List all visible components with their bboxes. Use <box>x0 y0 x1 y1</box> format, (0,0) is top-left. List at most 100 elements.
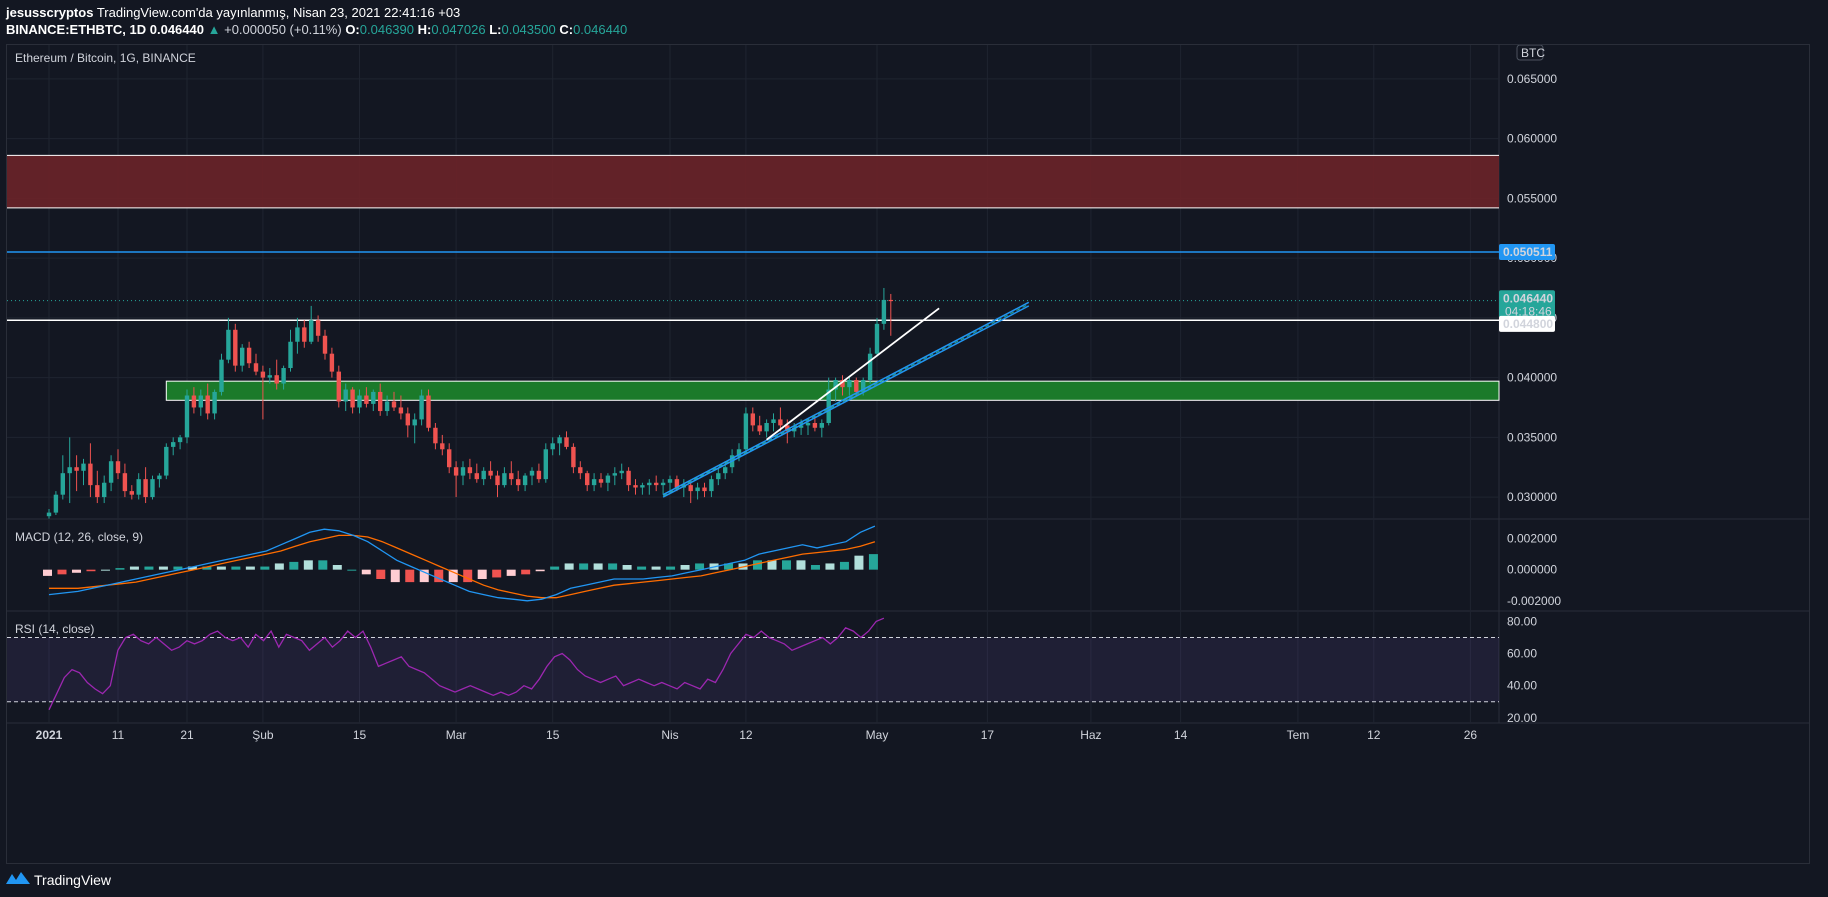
support-zone <box>165 380 1500 401</box>
candle-body <box>640 485 645 488</box>
author-name[interactable]: jesusscryptos <box>6 5 94 20</box>
candle-body <box>191 395 197 408</box>
rsi-tick-label: 40.00 <box>1507 679 1537 693</box>
footer: TradingView <box>0 864 1828 897</box>
macd-histogram-bar <box>579 563 589 570</box>
tradingview-logo-icon[interactable] <box>6 870 30 888</box>
macd-histogram-bar <box>245 566 255 570</box>
macd-histogram-bar <box>637 566 647 570</box>
candle-body <box>702 487 707 492</box>
candle-body <box>88 463 93 486</box>
tradingview-brand[interactable]: TradingView <box>34 872 112 888</box>
candle-body <box>605 475 611 483</box>
candle-body <box>115 461 121 474</box>
macd-histogram-bar <box>550 566 560 570</box>
candle-body <box>557 437 562 444</box>
chart-canvas[interactable]: 0.0650000.0600000.0550000.0500000.045000… <box>7 45 1809 863</box>
macd-histogram-bar <box>158 566 168 570</box>
candle-body <box>874 323 880 354</box>
candle-body <box>819 422 824 428</box>
x-tick-label: May <box>866 728 889 742</box>
trend-drawings[interactable] <box>662 301 1030 498</box>
low-value: 0.043500 <box>501 22 556 37</box>
currency-badge-label: BTC <box>1521 46 1545 60</box>
close-value: 0.046440 <box>573 22 628 37</box>
candle-body <box>226 329 231 360</box>
x-tick-label: Şub <box>252 728 274 742</box>
high-value: 0.047026 <box>431 22 486 37</box>
candle-body <box>550 443 555 450</box>
candle-body <box>95 485 100 498</box>
x-tick-label: 15 <box>353 728 367 742</box>
candle-body <box>854 379 859 392</box>
candle-body <box>329 353 335 372</box>
level-price-label: 0.050511 <box>1503 245 1553 259</box>
candle-body <box>60 473 65 495</box>
candle-body <box>798 425 804 428</box>
macd-histogram-bar <box>521 569 531 575</box>
candle-body <box>833 379 838 390</box>
macd-histogram-bar <box>71 569 81 573</box>
candle-body <box>826 389 831 423</box>
candle-body <box>598 479 604 483</box>
candle-body <box>150 479 155 498</box>
macd-histogram-bar <box>695 563 705 570</box>
macd-histogram-bar <box>593 563 603 570</box>
countdown-label: 04:18:46 <box>1505 305 1552 319</box>
macd-histogram-bar <box>405 569 415 583</box>
macd-histogram-bar <box>274 563 284 570</box>
ohlc-legend: BINANCE:ETHBTC, 1D 0.046440 ▲ +0.000050 … <box>6 22 627 37</box>
candle-body <box>440 443 445 450</box>
candle-body <box>426 395 431 428</box>
macd-histogram-bar <box>564 563 574 570</box>
macd-histogram-bar <box>216 566 226 570</box>
y-tick-label: 0.035000 <box>1507 430 1557 444</box>
macd-histogram-bar <box>448 569 458 583</box>
candle-body <box>585 473 590 486</box>
candle-body <box>53 494 59 513</box>
candle-body <box>474 473 479 480</box>
x-tick-label: 11 <box>112 728 125 742</box>
candle-body <box>171 442 176 447</box>
candle-body <box>322 335 328 354</box>
macd-histogram-bar <box>57 569 67 575</box>
candle-body <box>371 391 376 404</box>
macd-histogram-bar <box>187 566 197 570</box>
macd-histogram-bar <box>231 566 241 570</box>
x-tick-label: 14 <box>1174 728 1188 742</box>
candle-body <box>157 475 162 480</box>
candle-body <box>881 299 887 324</box>
candle-body <box>198 395 203 408</box>
macd-histogram-bar <box>318 560 328 570</box>
y-tick-label: 0.030000 <box>1507 490 1557 504</box>
x-tick-label: Haz <box>1080 728 1101 742</box>
rsi-line <box>48 617 885 711</box>
macd-histogram-bar <box>129 566 139 570</box>
candle-body <box>502 473 507 486</box>
candle-body <box>74 467 79 471</box>
candle-body <box>578 467 583 474</box>
macd-histogram-bar <box>680 565 690 570</box>
rsi-title: RSI (14, close) <box>15 622 94 636</box>
candle-body <box>626 470 631 486</box>
candle-body <box>336 371 341 402</box>
candle-body <box>184 395 190 438</box>
candle-body <box>529 470 535 476</box>
low-label: L: <box>489 22 502 37</box>
candle-body <box>867 353 873 380</box>
candle-body <box>792 427 797 432</box>
open-label: O: <box>345 22 360 37</box>
publish-info: jesusscryptos TradingView.com'da yayınla… <box>6 5 460 20</box>
candle-body <box>764 422 769 432</box>
trend-line <box>766 307 940 441</box>
candle-body <box>364 395 369 404</box>
candle-body <box>205 395 210 414</box>
candle-body <box>888 299 893 302</box>
last-price-label-bg <box>1499 290 1555 307</box>
candle-body <box>46 512 52 517</box>
candle-body <box>716 473 721 480</box>
candle-body <box>453 467 459 476</box>
candle-body <box>571 446 576 468</box>
level-price-label-bg <box>1499 243 1555 260</box>
macd-histogram-bar <box>535 569 545 572</box>
